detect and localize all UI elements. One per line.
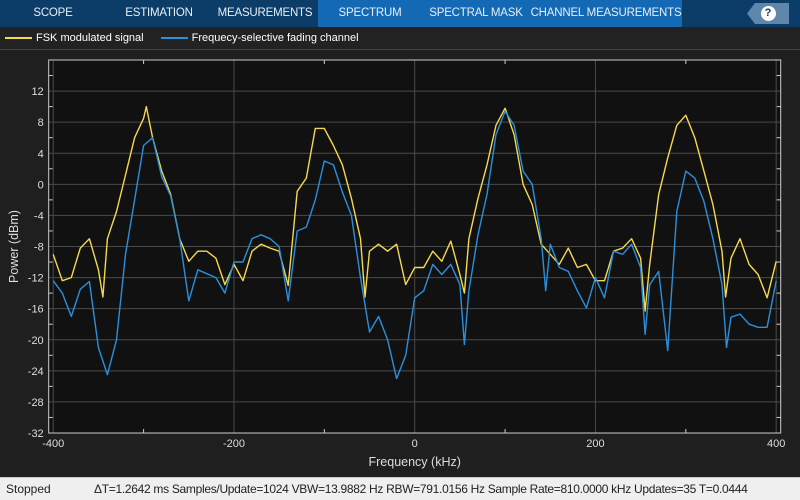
tab-channel-measurements[interactable]: CHANNEL MEASUREMENTS — [530, 0, 682, 27]
status-bar: Stopped ΔT=1.2642 ms Samples/Update=1024… — [0, 477, 800, 500]
spectrum-chart: -400 -200 0 200 400 12 8 4 0 -4 -8 -12 -16 -20 -24 -28 -… — [7, 59, 786, 469]
series-line-0 — [52, 105, 777, 312]
run-state: Stopped — [6, 482, 51, 496]
x-axis-label: Frequency (kHz) — [369, 455, 461, 469]
status-info: ΔT=1.2642 ms Samples/Update=1024 VBW=13.… — [94, 482, 748, 496]
y-tick-label: -12 — [28, 273, 44, 285]
y-tick-label: -32 — [28, 428, 44, 440]
legend-item-fsk[interactable]: FSK modulated signal — [5, 32, 144, 44]
series-line-1 — [52, 110, 777, 380]
tab-scope[interactable]: SCOPE — [33, 7, 73, 19]
tab-spectral-mask[interactable]: SPECTRAL MASK — [422, 0, 530, 27]
y-tick-label: 12 — [31, 86, 43, 98]
tab-spectrum[interactable]: SPECTRUM — [318, 0, 422, 27]
x-tick-label: -400 — [42, 438, 64, 450]
tab-measurements[interactable]: MEASUREMENTS — [217, 7, 313, 19]
y-tick-label: -16 — [28, 304, 44, 316]
y-tick-label: -28 — [28, 397, 44, 409]
x-tick-label: -200 — [223, 438, 245, 450]
y-tick-label: -4 — [34, 210, 44, 222]
x-tick-label: 200 — [586, 438, 604, 450]
y-tick-label: 0 — [38, 179, 44, 191]
legend-label: Frequecy-selective fading channel — [191, 32, 359, 44]
legend-label: FSK modulated signal — [36, 32, 144, 44]
plot-frame — [48, 59, 782, 434]
toolstrip: SCOPE ESTIMATION MEASUREMENTS SPECTRUM S… — [0, 0, 800, 27]
y-tick-label: -24 — [28, 366, 44, 378]
y-tick-label: 4 — [38, 148, 44, 160]
series-lines — [52, 105, 777, 380]
y-axis-label: Power (dBm) — [7, 210, 21, 283]
legend-item-fading[interactable]: Frequecy-selective fading channel — [160, 32, 359, 44]
help-button[interactable]: ? — [747, 3, 789, 24]
legend-swatch-yellow — [5, 37, 32, 39]
x-tick-label: 0 — [412, 438, 418, 450]
y-tick-label: 8 — [38, 117, 44, 129]
x-tick-label: 400 — [767, 438, 785, 450]
y-tick-label: -8 — [34, 242, 44, 254]
tab-estimation[interactable]: ESTIMATION — [125, 7, 193, 19]
legend: FSK modulated signal Frequecy-selective … — [0, 27, 800, 50]
legend-swatch-blue — [160, 37, 188, 39]
help-icon: ? — [760, 6, 776, 21]
y-tick-label: -20 — [28, 335, 44, 347]
tick-labels: -400 -200 0 200 400 12 8 4 0 -4 -8 -12 -16 -20 -24 -28 -… — [28, 86, 786, 450]
